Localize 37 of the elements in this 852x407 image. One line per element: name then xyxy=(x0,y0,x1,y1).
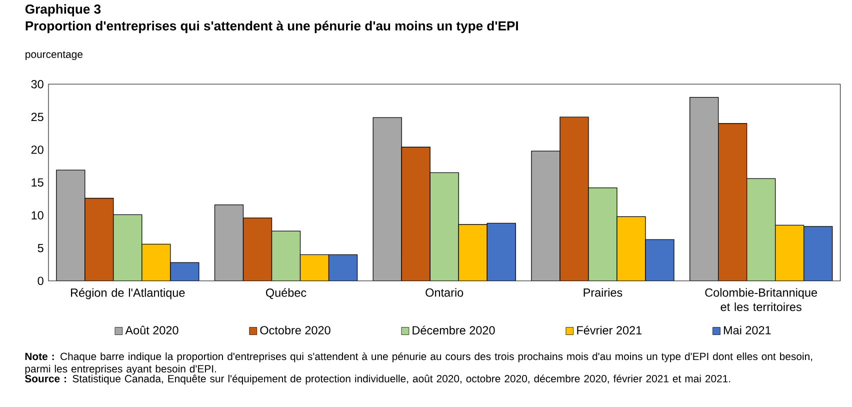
x-tick-label: Région de l'Atlantique xyxy=(71,288,185,300)
bar xyxy=(372,117,402,281)
bar xyxy=(214,204,244,281)
x-tick-label: Ontario xyxy=(426,288,464,297)
bar xyxy=(645,239,674,281)
bar xyxy=(486,222,516,281)
bar xyxy=(170,262,200,281)
y-tick-label: 15 xyxy=(32,178,44,187)
chart-title: Graphique 3 xyxy=(25,4,101,16)
x-tick-label: Québec xyxy=(266,288,306,299)
x-tick-label: Colombie-Britannique et les territoires xyxy=(705,288,818,312)
bar xyxy=(56,170,86,281)
bar xyxy=(588,187,618,281)
y-tick-label: 30 xyxy=(31,80,44,88)
chart-subtitle: Proportion d'entreprises qui s'attendent à une pénurie d'au moins un type d'EPI xyxy=(26,20,518,34)
y-tick-label: 20 xyxy=(31,146,44,154)
legend-label: Février 2021 xyxy=(577,326,642,334)
bar xyxy=(689,96,719,281)
legend-label: Mai 2021 xyxy=(724,326,771,334)
bar xyxy=(328,254,358,281)
y-axis-title: pourcentage xyxy=(26,51,82,60)
bar xyxy=(531,150,560,281)
legend-label: Août 2020 xyxy=(125,326,178,334)
y-tick-label: 5 xyxy=(38,244,44,252)
bar xyxy=(746,178,776,281)
bar xyxy=(430,172,459,281)
legend-label: Octobre 2020 xyxy=(260,326,330,334)
legend-label: Décembre 2020 xyxy=(412,326,495,334)
x-tick-label: Prairies xyxy=(584,288,622,297)
y-tick-label: 10 xyxy=(32,211,44,220)
bar xyxy=(271,230,301,281)
bar xyxy=(113,214,142,281)
y-tick-label: 0 xyxy=(38,276,44,285)
text: Source : Statistique Canada, Enquête sur l'équipement de protection individuelle, août 2020, octobre 2020, décembre 2020, février 2021 et mai 2021. xyxy=(24,374,730,384)
bar xyxy=(804,226,833,281)
y-tick-label: 25 xyxy=(31,112,44,122)
text: Note : Chaque barre indique la proportion d'entreprises qui s'attendent à une pénurie au cours des trois prochains mois d'au moins un type d'EPI dont elles ont besoin, parmi les entreprises ayant besoin d'EPI. xyxy=(25,352,812,375)
